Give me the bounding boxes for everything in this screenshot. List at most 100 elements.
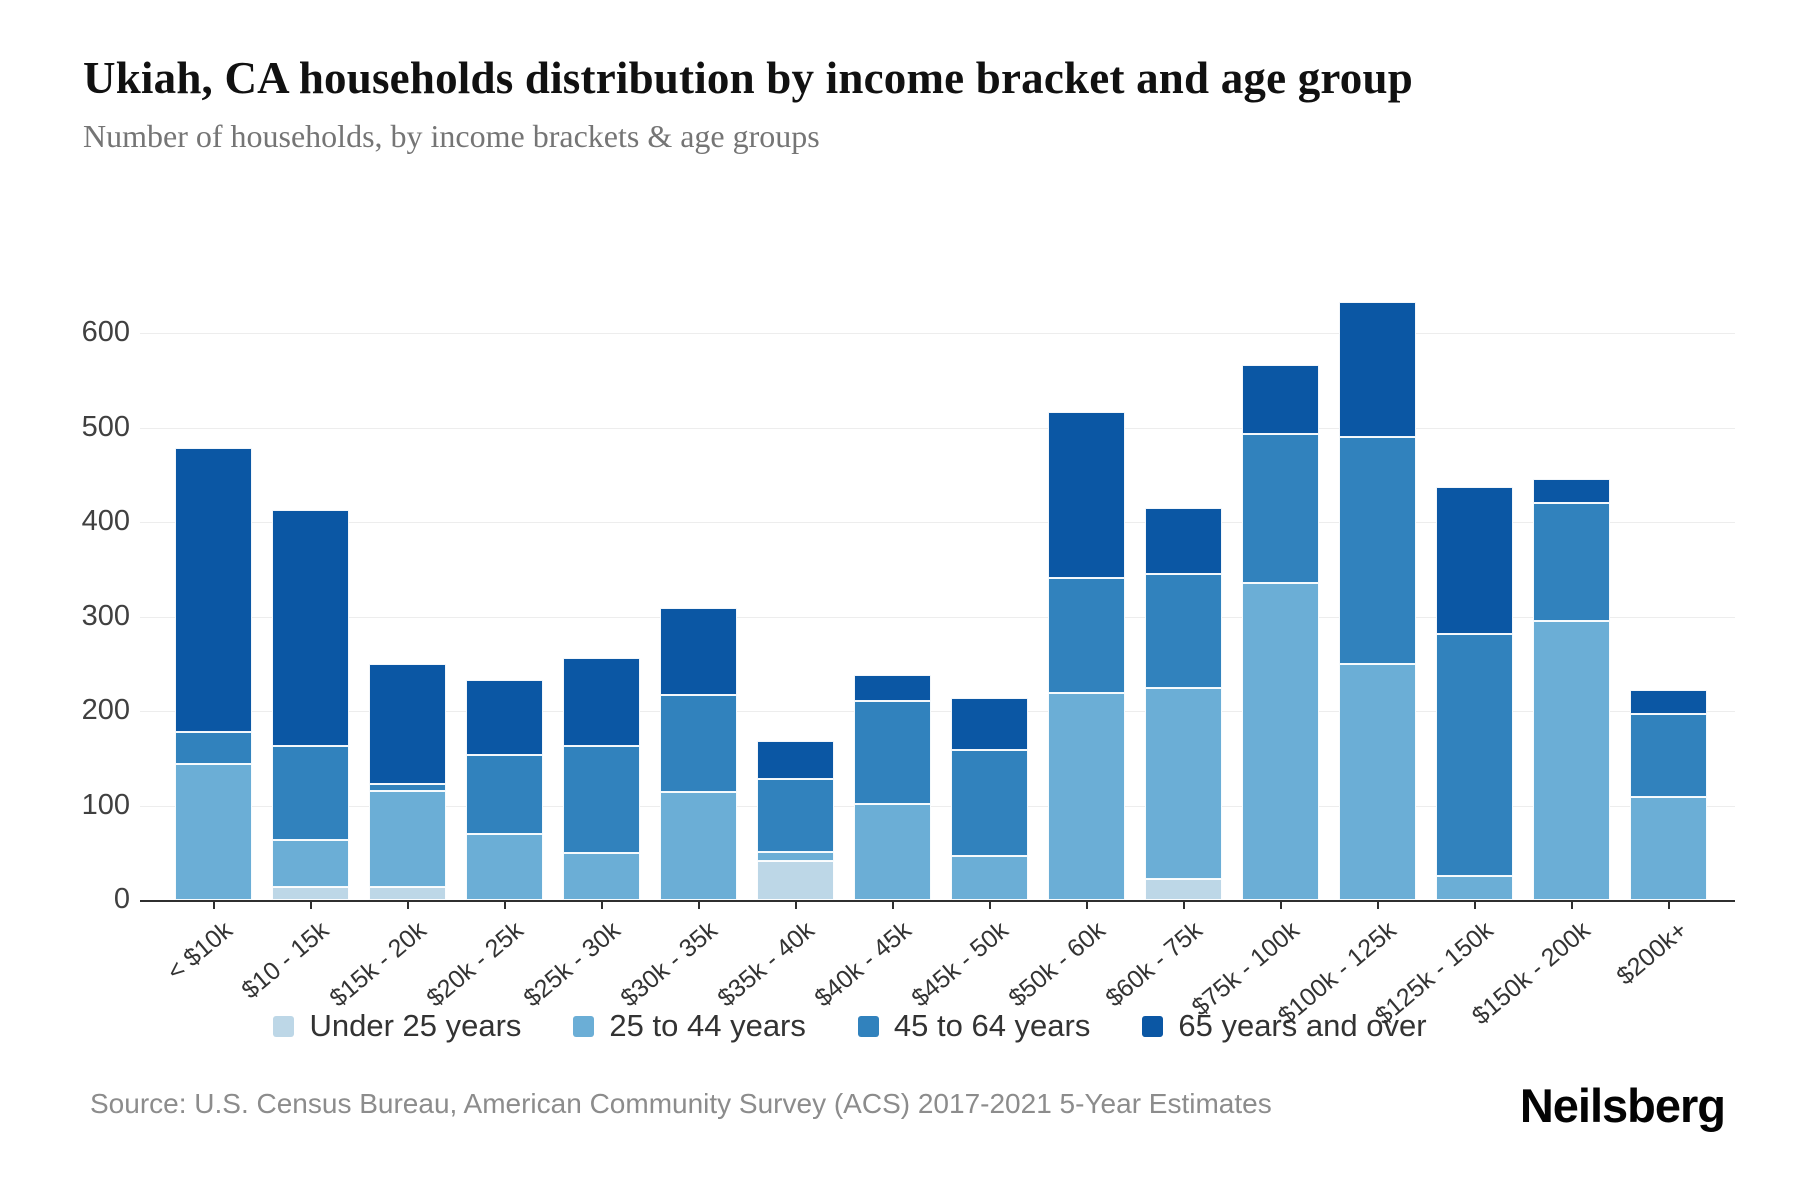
x-axis-category-label: $20k - 25k bbox=[421, 916, 529, 1013]
bar-segment[interactable] bbox=[369, 791, 446, 887]
legend-entry-25 to 44 years[interactable]: 25 to 44 years bbox=[573, 1008, 806, 1044]
bar-segment[interactable] bbox=[563, 745, 640, 853]
x-axis-tick bbox=[1667, 900, 1670, 909]
bar-segment[interactable] bbox=[1630, 690, 1707, 714]
y-axis-tick-label: 100 bbox=[81, 788, 130, 821]
x-axis-tick bbox=[794, 900, 797, 909]
x-axis-category-label: $200k+ bbox=[1611, 916, 1693, 991]
bar-segment[interactable] bbox=[1048, 693, 1125, 900]
y-axis-tick-label: 500 bbox=[81, 410, 130, 443]
neilsberg-logo: Neilsberg bbox=[1519, 1079, 1726, 1132]
legend-label: Under 25 years bbox=[309, 1008, 522, 1043]
bar-segment[interactable] bbox=[951, 697, 1028, 750]
bar-segment[interactable] bbox=[854, 675, 931, 701]
bar-segment[interactable] bbox=[1533, 621, 1610, 900]
bar-segment[interactable] bbox=[1048, 577, 1125, 694]
gridline-400 bbox=[140, 522, 1735, 523]
gridline-600 bbox=[140, 333, 1735, 334]
bar-segment[interactable] bbox=[563, 658, 640, 746]
bar-segment[interactable] bbox=[757, 861, 834, 900]
x-axis-tick bbox=[1085, 900, 1088, 909]
x-axis-category-label: $30k - 35k bbox=[615, 916, 723, 1013]
gridline-300 bbox=[140, 616, 1735, 618]
legend-swatch bbox=[1142, 1015, 1164, 1037]
bar-segment[interactable] bbox=[1145, 573, 1222, 689]
bar-segment[interactable] bbox=[369, 663, 446, 784]
bar-segment[interactable] bbox=[1436, 487, 1513, 634]
bar-segment[interactable] bbox=[660, 608, 737, 695]
bar-segment[interactable] bbox=[272, 839, 349, 887]
y-axis-tick-label: 0 bbox=[113, 883, 130, 915]
legend-entry-45 to 64 years[interactable]: 45 to 64 years bbox=[857, 1008, 1091, 1044]
bar-segment[interactable] bbox=[854, 700, 931, 804]
chart-legend: Under 25 years 25 to 44 years 45 to 64 yea… bbox=[0, 1008, 1700, 1044]
x-axis-tick bbox=[891, 900, 894, 909]
x-axis-tick bbox=[309, 900, 312, 909]
bar-segment[interactable] bbox=[1145, 688, 1222, 880]
bar-segment[interactable] bbox=[854, 803, 931, 900]
bar-segment[interactable] bbox=[175, 448, 252, 732]
bar-segment[interactable] bbox=[369, 886, 446, 900]
y-axis-tick-label: 400 bbox=[81, 505, 130, 537]
bar-segment[interactable] bbox=[466, 679, 543, 756]
bar-segment[interactable] bbox=[1533, 479, 1610, 504]
page-title: Ukiah, CA households distribution by inc… bbox=[83, 53, 1413, 103]
bar-segment[interactable] bbox=[466, 755, 543, 834]
bar-segment[interactable] bbox=[466, 833, 543, 900]
legend-swatch bbox=[273, 1015, 295, 1037]
legend-swatch bbox=[573, 1015, 595, 1037]
bar-segment[interactable] bbox=[1339, 663, 1416, 900]
bar-segment[interactable] bbox=[951, 855, 1028, 900]
bar-segment[interactable] bbox=[757, 851, 834, 862]
y-axis-tick-label: 300 bbox=[81, 599, 130, 632]
bar-segment[interactable] bbox=[1242, 434, 1319, 584]
x-axis-tick bbox=[1182, 900, 1185, 909]
x-axis-tick bbox=[600, 900, 603, 909]
x-axis-category-label: $45k - 50k bbox=[906, 916, 1014, 1013]
bar-segment[interactable] bbox=[1339, 301, 1416, 437]
bar-segment[interactable] bbox=[951, 749, 1028, 856]
x-axis-category-label: $40k - 45k bbox=[809, 916, 917, 1013]
bar-segment[interactable] bbox=[1533, 503, 1610, 622]
gridline-200 bbox=[140, 711, 1735, 712]
bar-segment[interactable] bbox=[1339, 436, 1416, 664]
source-attribution: Source: U.S. Census Bureau, American Com… bbox=[90, 1088, 1272, 1119]
bar-segment[interactable] bbox=[660, 694, 737, 793]
bar-segment[interactable] bbox=[1630, 713, 1707, 797]
bar-segment[interactable] bbox=[175, 763, 252, 900]
x-axis-tick bbox=[212, 900, 215, 909]
x-axis-tick bbox=[503, 900, 506, 909]
legend-label: 25 to 44 years bbox=[609, 1008, 806, 1043]
x-axis-line bbox=[140, 900, 1735, 902]
bar-segment[interactable] bbox=[369, 783, 446, 792]
bar-segment[interactable] bbox=[660, 792, 737, 900]
bar-segment[interactable] bbox=[757, 779, 834, 852]
bar-segment[interactable] bbox=[272, 745, 349, 840]
bar-segment[interactable] bbox=[563, 852, 640, 900]
bar-segment[interactable] bbox=[1145, 879, 1222, 900]
bar-segment[interactable] bbox=[1242, 583, 1319, 900]
bar-segment[interactable] bbox=[1436, 876, 1513, 900]
x-axis-tick bbox=[1279, 900, 1282, 909]
bar-segment[interactable] bbox=[757, 741, 834, 780]
bar-segment[interactable] bbox=[1436, 633, 1513, 877]
bar-segment[interactable] bbox=[272, 509, 349, 746]
bar-segment[interactable] bbox=[1630, 797, 1707, 900]
x-axis-category-label: < $10k bbox=[161, 916, 238, 987]
gridline-100 bbox=[140, 805, 1735, 807]
legend-entry-65 years and over[interactable]: 65 years and over bbox=[1142, 1008, 1427, 1044]
bar-segment[interactable] bbox=[1145, 507, 1222, 574]
legend-label: 45 to 64 years bbox=[893, 1008, 1091, 1043]
legend-entry-Under 25 years[interactable]: Under 25 years bbox=[273, 1008, 521, 1044]
page-subtitle: Number of households, by income brackets… bbox=[83, 118, 820, 154]
x-axis-tick bbox=[988, 900, 991, 909]
x-axis-category-label: $10 - 15k bbox=[236, 916, 335, 1005]
bar-segment[interactable] bbox=[1048, 412, 1125, 578]
x-axis-category-label: $50k - 60k bbox=[1003, 916, 1111, 1013]
bar-segment[interactable] bbox=[272, 886, 349, 900]
bar-segment[interactable] bbox=[175, 731, 252, 764]
bar-segment[interactable] bbox=[1242, 365, 1319, 435]
legend-swatch bbox=[857, 1015, 879, 1037]
y-axis-tick-label: 200 bbox=[81, 694, 130, 726]
